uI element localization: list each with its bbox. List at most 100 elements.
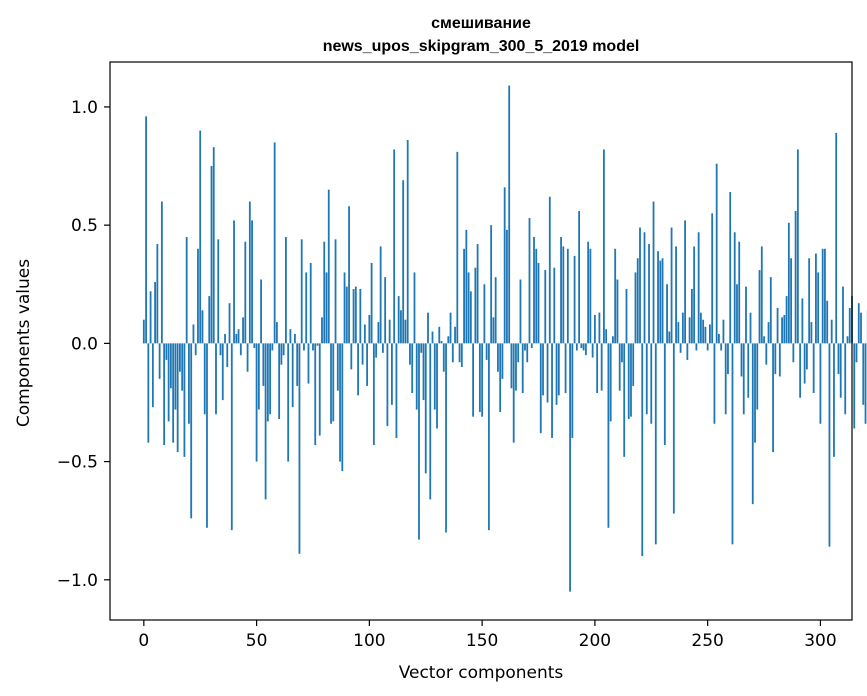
bar [215,343,217,415]
y-tick-label: −1.0 [57,571,98,591]
bar [551,343,553,438]
bar [253,343,256,349]
bar [280,343,283,365]
bar [352,288,355,344]
bar [747,343,750,398]
bar [445,343,447,533]
bar [720,343,723,351]
bar [778,343,781,377]
bar [478,343,481,412]
bar [560,236,562,344]
bar [729,192,732,344]
bar [754,343,756,443]
bar [668,331,671,344]
bar [709,324,711,344]
bar [370,262,373,344]
bar [379,246,382,344]
bar [535,248,538,344]
bar [424,343,427,474]
bar [312,343,314,351]
bar [375,343,378,358]
bar [224,333,226,344]
bar [384,277,387,344]
bar [289,329,292,344]
bar [706,343,709,351]
bar [515,343,517,391]
bar [273,142,276,344]
bar [456,151,459,344]
bar [684,220,686,344]
bar [294,333,296,344]
bar [650,343,653,424]
bar [160,201,163,344]
bar [808,258,811,344]
bar [404,319,407,344]
bar [460,343,463,367]
bar [442,343,445,372]
bar [158,343,161,379]
bar [745,286,747,344]
bar [627,343,630,420]
bar [681,312,684,344]
bar [174,343,177,410]
x-tick-label: 150 [466,631,498,651]
bar [226,343,229,367]
bar [343,272,346,344]
bar [386,343,389,427]
bar [693,246,696,344]
x-tick-label: 100 [353,631,385,651]
bar [318,343,321,436]
bar [469,291,472,344]
bar [767,322,770,344]
bar [361,343,364,365]
bar [715,163,718,344]
bar [440,341,443,344]
y-axis-label: Components values [14,259,34,427]
bar [557,343,560,396]
bars-group [142,85,867,592]
bar [359,288,362,344]
bar [756,343,759,410]
bar [690,288,693,344]
bar [519,279,522,344]
bar [176,343,179,453]
bar [221,343,224,401]
bar [769,277,772,344]
bar [341,343,344,472]
bar [607,343,610,528]
bar [860,312,862,344]
bar [524,343,526,351]
bar [713,343,716,424]
bar [846,336,849,344]
bar [591,343,594,358]
bar [584,343,587,356]
bar [350,343,353,370]
bar [731,343,734,545]
bar [372,343,375,446]
bar [508,85,511,344]
y-tick-label: 0.0 [71,334,98,354]
bar [154,281,156,344]
bar [436,343,438,429]
bar [156,244,159,344]
bar [458,343,461,363]
bar [862,343,865,405]
bar [282,343,285,356]
bar [339,343,341,462]
bar [316,343,319,346]
bar [760,246,763,344]
x-tick-label: 200 [579,631,611,651]
bar [183,343,186,457]
bar [810,322,813,344]
bar [733,232,736,344]
bar [842,286,844,344]
bar [837,343,840,375]
bar [833,343,835,457]
bar [641,343,644,557]
bar [391,343,393,405]
bar [298,343,301,554]
bar [801,298,804,344]
bar [699,312,702,344]
bar [630,343,632,417]
bar [451,343,454,363]
